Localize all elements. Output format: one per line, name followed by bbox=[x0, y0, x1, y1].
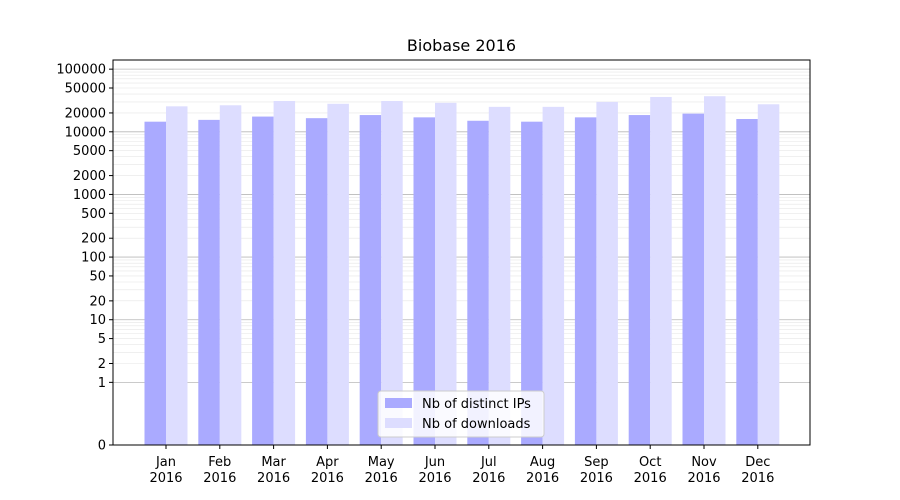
y-tick-label: 5 bbox=[98, 332, 106, 347]
bars-layer bbox=[144, 96, 780, 446]
bar-downloads-sep bbox=[596, 101, 618, 446]
x-tick-label: Feb 2016 bbox=[203, 455, 236, 486]
x-tick-label: Jan 2016 bbox=[149, 455, 182, 486]
y-tick-label: 20000 bbox=[65, 106, 106, 121]
bar-downloads-jun bbox=[435, 102, 457, 445]
y-tick-label: 50000 bbox=[65, 82, 106, 97]
bar-distinct-ips-oct bbox=[628, 115, 651, 445]
bar-distinct-ips-may bbox=[359, 115, 382, 445]
x-tick-label: Nov 2016 bbox=[687, 455, 720, 486]
bar-downloads-feb bbox=[219, 105, 242, 445]
bar-downloads-nov bbox=[704, 96, 726, 446]
legend-swatch bbox=[385, 398, 412, 408]
bar-distinct-ips-nov bbox=[682, 113, 704, 446]
legend-box bbox=[377, 390, 545, 438]
bar-distinct-ips-sep bbox=[574, 117, 597, 445]
bar-distinct-ips-apr bbox=[305, 118, 328, 445]
bar-downloads-oct bbox=[650, 96, 672, 445]
chart-title: Biobase 2016 bbox=[407, 36, 516, 55]
legend-label: Nb of downloads bbox=[422, 417, 531, 432]
y-tick-label: 2 bbox=[98, 357, 106, 372]
y-tick-label: 0 bbox=[98, 439, 106, 454]
bar-downloads-dec bbox=[757, 104, 780, 445]
bar-distinct-ips-feb bbox=[198, 119, 220, 445]
x-tick-label: Jul 2016 bbox=[472, 455, 505, 486]
y-tick-label: 1 bbox=[98, 376, 106, 391]
y-tick-label: 100000 bbox=[56, 63, 106, 78]
x-tick-label: Dec 2016 bbox=[741, 455, 774, 486]
x-tick-label: Mar 2016 bbox=[257, 455, 290, 486]
bar-downloads-aug bbox=[542, 106, 565, 445]
x-tick-label: Jun 2016 bbox=[418, 455, 451, 486]
legend-label: Nb of distinct IPs bbox=[422, 397, 531, 412]
bar-downloads-apr bbox=[327, 103, 349, 445]
x-tick-label: Aug 2016 bbox=[526, 455, 559, 486]
bar-distinct-ips-jan bbox=[144, 121, 166, 446]
y-tick-label: 20 bbox=[89, 294, 106, 309]
bar-distinct-ips-jul bbox=[467, 120, 489, 446]
bar-downloads-may bbox=[381, 101, 403, 445]
x-tick-label: Sep 2016 bbox=[580, 455, 613, 486]
bar-downloads-mar bbox=[273, 101, 296, 445]
axes-layer: 0 1 2 5 10 20 50 100 200 500 1000 2000 5000 10000 2000… bbox=[56, 59, 811, 486]
y-tick-label: 10000 bbox=[65, 125, 106, 140]
x-tick-label: Oct 2016 bbox=[634, 455, 667, 486]
bar-downloads-jan bbox=[166, 106, 188, 446]
x-tick-label: Apr 2016 bbox=[311, 455, 344, 486]
bar-distinct-ips-mar bbox=[252, 116, 274, 445]
bar-distinct-ips-jun bbox=[413, 117, 435, 445]
y-tick-label: 100 bbox=[81, 251, 106, 266]
bar-distinct-ips-dec bbox=[736, 119, 758, 445]
y-tick-label: 200 bbox=[81, 232, 106, 247]
y-tick-label: 50 bbox=[89, 269, 106, 284]
y-tick-label: 1000 bbox=[73, 188, 106, 203]
y-tick-label: 500 bbox=[81, 207, 106, 222]
x-tick-label: May 2016 bbox=[365, 455, 398, 486]
y-tick-label: 10 bbox=[89, 313, 106, 328]
y-tick-label: 5000 bbox=[73, 144, 106, 159]
plot-frame bbox=[112, 59, 811, 446]
y-tick-label: 2000 bbox=[73, 169, 106, 184]
bar-distinct-ips-aug bbox=[521, 121, 543, 446]
legend: Nb of distinct IPs Nb of downloads bbox=[377, 390, 545, 438]
legend-swatch bbox=[385, 418, 412, 428]
bar-downloads-jul bbox=[488, 106, 511, 445]
